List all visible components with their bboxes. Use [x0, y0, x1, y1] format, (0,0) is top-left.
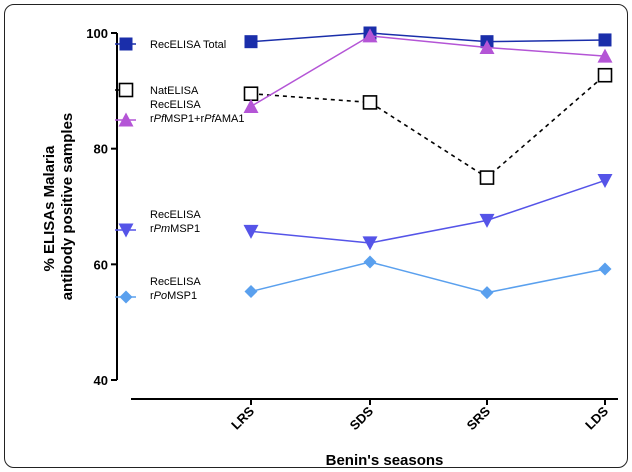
legend-item: RecELISA rPmMSP1: [115, 209, 201, 238]
series-recelisa-rpomsp1: [244, 255, 612, 300]
series-line: [250, 32, 606, 43]
legend-label: rPmMSP1: [150, 223, 200, 235]
series-recelisa-rpmmsp1: [243, 173, 613, 251]
series-line: [250, 35, 606, 108]
data-point: [244, 35, 258, 49]
y-axis-title-line-1: % ELISAs Malaria: [41, 145, 58, 272]
legend-label: RecELISA Total: [150, 39, 226, 51]
x-tick-label: LDS: [582, 403, 611, 432]
x-axis-title: Benin's seasons: [326, 452, 444, 469]
axes: [116, 33, 618, 400]
legend-label: RecELISA: [150, 209, 201, 221]
data-point: [597, 173, 613, 188]
series-line: [250, 261, 606, 294]
legend-item: RecELISA rPfMSP1+rPfAMA1: [115, 99, 245, 127]
data-point: [598, 262, 612, 276]
y-tick-label: 40: [94, 373, 108, 388]
y-tick-label: 60: [94, 257, 108, 272]
legend-label: rPfMSP1+rPfAMA1: [150, 113, 245, 125]
series-layer: [243, 26, 613, 300]
series-recelisa-rpfmsp1-rpfama1: [243, 28, 613, 113]
legend-swatch-marker: [118, 112, 134, 127]
y-tick-label: 80: [94, 142, 108, 157]
data-point: [598, 33, 612, 47]
series-line: [250, 74, 606, 179]
legend-label: rPoMSP1: [150, 290, 197, 302]
legend-label: NatELISA: [150, 85, 199, 97]
data-point: [243, 224, 259, 239]
data-point: [362, 95, 378, 110]
y-axis-title: % ELISAs Malaria antibody positive sampl…: [41, 113, 76, 301]
legend-swatch-marker: [119, 290, 133, 304]
legend-label: RecELISA: [150, 99, 201, 111]
data-point: [243, 86, 259, 102]
data-point: [363, 255, 377, 269]
x-tick-label: SRS: [464, 403, 494, 433]
data-point: [597, 48, 613, 63]
y-axis-title-line-2: antibody positive samples: [59, 113, 76, 301]
data-point: [362, 236, 378, 251]
legend-item: RecELISA Total: [115, 37, 226, 51]
legend-item: RecELISA rPoMSP1: [115, 276, 201, 304]
axis-titles: Benin's seasons % ELISAs Malaria antibod…: [41, 113, 443, 469]
data-point: [479, 39, 495, 54]
data-point: [244, 285, 258, 299]
data-point: [362, 28, 378, 43]
legend-item: NatELISA: [115, 82, 199, 98]
chart-frame: [4, 4, 628, 468]
legend-swatch-marker: [118, 82, 134, 98]
x-tick-label: SDS: [347, 403, 377, 433]
data-point: [480, 286, 494, 300]
y-tick-label: 100: [86, 26, 108, 41]
legend-swatch-marker: [119, 37, 133, 51]
data-point: [597, 67, 613, 83]
series-recelisa-total: [244, 26, 612, 49]
legend: RecELISA Total NatELISA RecELISA rPfMSP1+rP…: [115, 37, 245, 304]
series-natelisa: [243, 67, 613, 185]
data-point: [243, 98, 259, 113]
series-line: [250, 179, 606, 244]
data-point: [479, 213, 495, 228]
data-point: [479, 170, 495, 185]
x-tick-label: LRS: [228, 403, 257, 432]
legend-label: RecELISA: [150, 276, 201, 288]
legend-swatch-marker: [118, 223, 134, 238]
